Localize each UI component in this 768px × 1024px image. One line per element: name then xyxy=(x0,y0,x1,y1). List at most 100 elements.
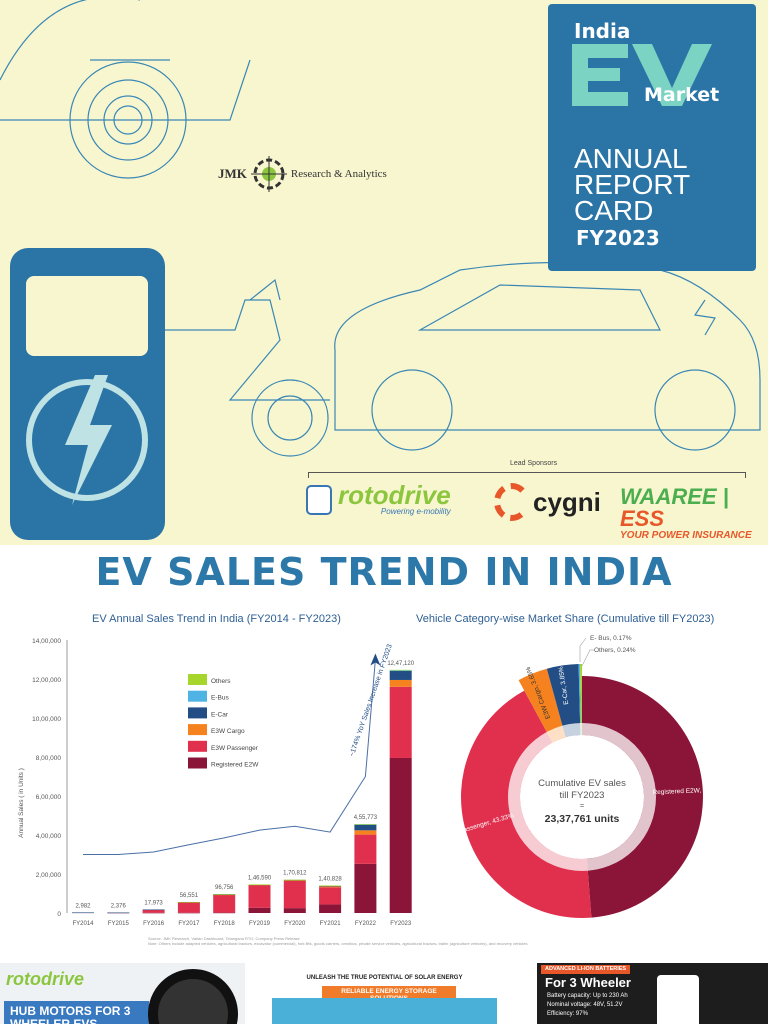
x-tick-label: FY2020 xyxy=(284,921,306,927)
donut-slice xyxy=(518,668,566,743)
footnote: Note: Others include adapted vehicles, a… xyxy=(148,941,528,946)
ad-cygni[interactable]: ADVANCED LI-ION BATTERIES For 3 Wheeler … xyxy=(537,963,768,1024)
ad-bullet: Nominal voltage: 48V, 51.2V xyxy=(547,1002,623,1008)
x-tick-label: FY2016 xyxy=(143,921,165,927)
ad-logo: rotodrive xyxy=(6,969,85,989)
bar-segment xyxy=(389,670,412,672)
x-tick-label: FY2022 xyxy=(355,921,377,927)
bar-segment xyxy=(142,909,165,911)
bar-segment xyxy=(177,901,200,903)
ad-waaree[interactable]: UNLEASH THE TRUE POTENTIAL OF SOLAR ENER… xyxy=(272,963,497,1024)
ad-headline: For 3 Wheeler xyxy=(545,975,631,990)
y-tick-label: 12,00,000 xyxy=(32,677,61,684)
report-cover-card: India Market ANNUAL REPORT CARD FY2023 xyxy=(548,4,756,271)
building-image xyxy=(272,998,497,1024)
bar-segment xyxy=(107,912,130,914)
jmk-logo-text: JMK xyxy=(218,166,247,181)
bar-total-label: 4,55,773 xyxy=(354,815,378,821)
bar-segment xyxy=(213,912,236,914)
x-tick-label: FY2021 xyxy=(320,921,342,927)
y-tick-label: 14,00,000 xyxy=(32,638,61,645)
cover-report-title: ANNUAL REPORT CARD xyxy=(574,143,690,226)
trend-arrow-icon xyxy=(370,653,381,666)
legend-swatch xyxy=(188,757,207,769)
y-tick-label: 2,00,000 xyxy=(36,872,62,879)
legend-swatch xyxy=(188,690,207,702)
bar-segment xyxy=(354,834,377,864)
bar-segment xyxy=(354,824,377,825)
bar-total-label: 96,756 xyxy=(215,885,234,891)
bar-segment xyxy=(319,886,342,888)
slice-label: Others, 0.24% xyxy=(594,647,636,654)
cygni-logo-icon xyxy=(494,483,530,521)
y-tick-label: 8,00,000 xyxy=(36,755,62,762)
phone-image xyxy=(657,975,699,1024)
inner-ring xyxy=(508,723,656,871)
legend-label: E-Bus xyxy=(211,695,229,702)
bar-segment xyxy=(142,909,165,913)
bar-segment xyxy=(213,894,236,913)
bar-segment xyxy=(283,880,306,882)
page-title: EV SALES TREND IN INDIA xyxy=(95,550,673,594)
cover-market: Market xyxy=(644,84,720,106)
leader-line xyxy=(581,649,594,667)
legend-swatch xyxy=(188,740,207,752)
ad-headline: HUB MOTORS FOR 3 WHEELER EVS xyxy=(4,1001,149,1024)
legend-label: Others xyxy=(211,678,231,685)
donut-slice xyxy=(578,664,582,736)
legend-swatch xyxy=(188,724,207,736)
hub-motor-image xyxy=(148,969,238,1024)
x-tick-label: FY2019 xyxy=(249,921,271,927)
bar-segment xyxy=(389,670,412,680)
bar-segment xyxy=(389,757,412,913)
x-tick-label: FY2023 xyxy=(390,921,412,927)
bar-segment xyxy=(72,912,94,914)
ad-line1: UNLEASH THE TRUE POTENTIAL OF SOLAR ENER… xyxy=(306,975,463,981)
bar-segment xyxy=(319,904,342,913)
bar-segment xyxy=(354,830,377,835)
bar-chart-title: EV Annual Sales Trend in India (FY2014 -… xyxy=(92,613,341,625)
center-total: 23,37,761 units xyxy=(545,813,620,825)
ad-bullet: Efficiency: 97% xyxy=(547,1011,588,1017)
rotodrive-tag: Powering e-mobility xyxy=(380,507,451,516)
ad-rotodrive[interactable]: rotodrive HUB MOTORS FOR 3 WHEELER EVS xyxy=(0,963,245,1024)
y-tick-label: 0 xyxy=(57,911,61,918)
y-tick-label: 6,00,000 xyxy=(36,794,62,801)
jmk-tagline: Research & Analytics xyxy=(290,168,387,180)
bar-total-label: 2,376 xyxy=(111,904,127,910)
waaree-tag: YOUR POWER INSURANCE xyxy=(620,530,752,541)
y-tick-label: 10,00,000 xyxy=(32,716,61,723)
rotodrive-logo-icon xyxy=(306,484,332,515)
legend-label: E-Car xyxy=(211,711,229,718)
bar-segment xyxy=(354,863,377,913)
donut-chart-title: Vehicle Category-wise Market Share (Cumu… xyxy=(416,613,715,625)
bar-segment xyxy=(177,902,200,913)
bar-segment xyxy=(389,669,412,671)
bar-segment xyxy=(283,879,306,881)
legend-swatch xyxy=(188,674,207,685)
ev-logo-lettering xyxy=(572,44,712,106)
sponsor-waaree: WAAREE | ESS YOUR POWER INSURANCE xyxy=(620,484,768,542)
donut-center xyxy=(522,737,642,857)
bar-segment xyxy=(283,880,306,909)
source-note: Source: JMK Research, Vahan Dashboard, T… xyxy=(148,936,300,941)
bar-segment xyxy=(389,679,412,687)
waaree-suffix: ESS xyxy=(620,506,665,531)
cover-india: India xyxy=(574,19,631,43)
ad-tag: ADVANCED LI-ION BATTERIES xyxy=(541,965,631,974)
waaree-name: WAAREE xyxy=(620,484,717,509)
legend-label: E3W Cargo xyxy=(211,728,245,735)
bar-segment xyxy=(177,912,200,914)
bar-segment xyxy=(248,885,271,908)
donut-slice xyxy=(546,664,581,738)
cygni-name: cygni xyxy=(533,486,601,517)
charging-pump-icon xyxy=(10,248,165,540)
cover-hero: JMK Research & Analytics India Market AN… xyxy=(0,0,768,545)
legend-label: E3W Passenger xyxy=(211,745,259,752)
center-text: till FY2023 xyxy=(560,790,605,801)
vehicle-illustration xyxy=(0,0,761,540)
bar-total-label: 2,982 xyxy=(75,903,91,909)
bar-segment xyxy=(213,894,236,895)
trend-line xyxy=(83,659,376,855)
bar-total-label: 1,40,828 xyxy=(318,877,342,883)
